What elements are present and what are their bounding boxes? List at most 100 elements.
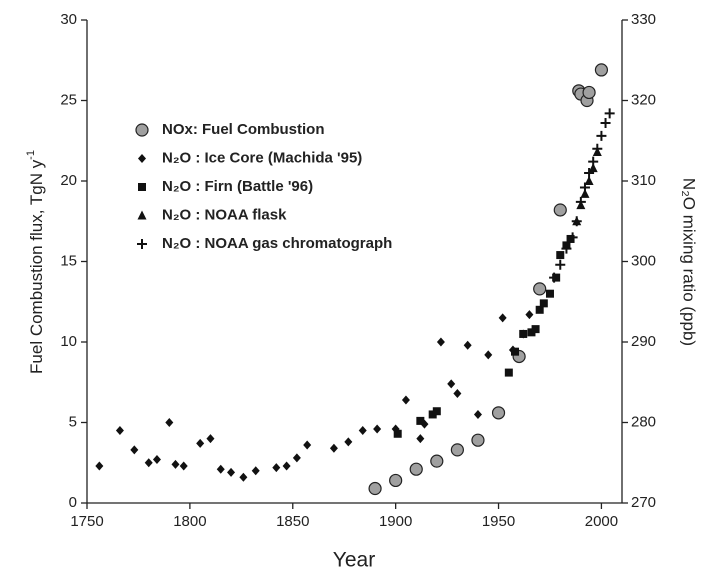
y2-tick-label: 270 (631, 494, 656, 511)
x-tick-label: 2000 (585, 513, 618, 530)
point (473, 409, 482, 419)
point (165, 418, 174, 427)
y2-axis-label: N₂O mixing ratio (ppb) (680, 178, 699, 346)
point (389, 473, 403, 488)
point (484, 350, 493, 360)
point (533, 282, 547, 296)
legend-label: NOx: Fuel Combustion (162, 121, 325, 138)
x-tick-label: 1750 (70, 513, 103, 530)
point (582, 85, 596, 100)
legend-label: N₂O : NOAA flask (162, 206, 287, 223)
point (592, 143, 603, 154)
x-tick-label: 1850 (276, 513, 309, 530)
legend-label: N₂O : Ice Core (Machida '95) (162, 149, 362, 166)
point (600, 118, 611, 129)
legend-label: N₂O : Firn (Battle '96) (162, 178, 313, 195)
point (539, 299, 548, 308)
point (251, 466, 260, 476)
point (567, 232, 578, 243)
point (239, 472, 248, 482)
point (432, 407, 441, 416)
point (282, 461, 291, 471)
point (179, 461, 188, 471)
y-tick-label: 30 (60, 11, 77, 28)
y-axis-label-text: Fuel Combustion flux, TgN y (27, 159, 46, 374)
point (409, 462, 423, 476)
point (463, 340, 472, 350)
point (511, 347, 519, 356)
point (525, 310, 534, 320)
point (292, 453, 301, 463)
point (416, 416, 425, 425)
point (436, 337, 445, 347)
legend-marker (137, 210, 147, 220)
y2-tick-label: 300 (631, 252, 656, 269)
point (504, 368, 513, 377)
point (556, 251, 565, 260)
point (216, 464, 225, 474)
y-tick-label: 5 (69, 413, 77, 430)
point (579, 182, 590, 193)
point (171, 459, 180, 469)
legend-marker (138, 183, 146, 191)
point (206, 434, 215, 444)
x-tick-label: 1900 (379, 513, 412, 530)
point (115, 426, 124, 436)
y2-tick-label: 280 (631, 413, 656, 430)
point (428, 410, 437, 419)
legend-marker (137, 239, 147, 249)
point (519, 329, 528, 338)
point (498, 313, 507, 323)
y-axis-label: Fuel Combustion flux, TgN y-1 (25, 150, 47, 374)
point (545, 289, 554, 298)
point (453, 389, 462, 399)
legend-label: N₂O : NOAA gas chromatograph (162, 235, 392, 252)
point (368, 481, 382, 496)
point (596, 130, 607, 141)
x-tick-label: 1950 (482, 513, 515, 530)
point (447, 379, 456, 389)
y-tick-label: 10 (60, 333, 77, 350)
point (152, 455, 161, 465)
point (553, 203, 567, 217)
point (303, 440, 312, 450)
y-axis-label-sup: -1 (25, 150, 37, 160)
point (561, 243, 572, 254)
y-tick-label: 20 (60, 172, 77, 189)
point (566, 234, 575, 243)
point (393, 429, 402, 438)
point (373, 424, 382, 434)
point (227, 467, 236, 477)
y-tick-label: 25 (60, 91, 77, 108)
point (130, 445, 139, 455)
legend-marker (135, 123, 149, 137)
point (535, 305, 544, 314)
point (588, 156, 599, 167)
point (196, 438, 205, 448)
point (144, 458, 153, 468)
point (95, 461, 104, 471)
point (491, 406, 506, 420)
point (571, 216, 582, 227)
point (584, 176, 594, 185)
point (401, 395, 410, 405)
y2-tick-label: 330 (631, 11, 656, 28)
x-tick-label: 1800 (173, 513, 206, 530)
point (588, 163, 598, 173)
x-axis-label: Year (333, 549, 375, 572)
point (329, 443, 338, 453)
point (344, 437, 353, 447)
point (555, 259, 566, 270)
y2-tick-label: 310 (631, 172, 656, 189)
point (531, 325, 540, 334)
y2-tick-label: 320 (631, 91, 656, 108)
point (584, 167, 595, 178)
point (527, 328, 536, 337)
y-tick-label: 0 (69, 494, 77, 511)
point (549, 272, 560, 283)
point (272, 463, 281, 473)
point (580, 188, 590, 198)
point (604, 108, 615, 119)
legend-marker (138, 154, 146, 163)
